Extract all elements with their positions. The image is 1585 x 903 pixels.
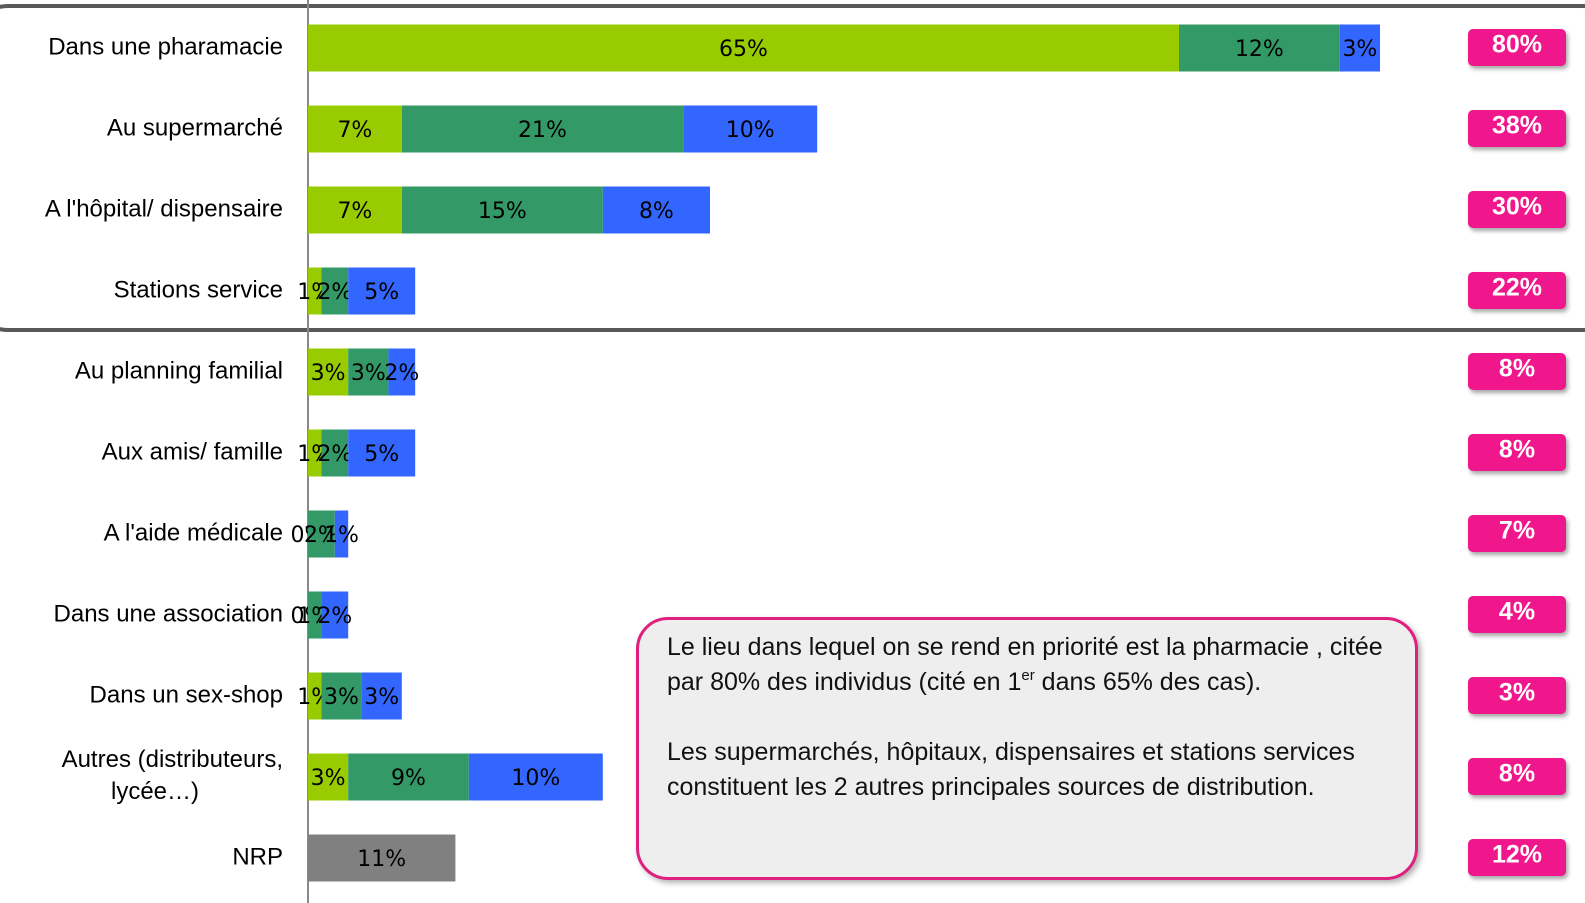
bar-segment xyxy=(308,105,402,153)
bar-label: 3% xyxy=(1342,37,1377,62)
total-badge xyxy=(1468,110,1566,147)
total-label: 8% xyxy=(1499,355,1535,383)
total-badge xyxy=(1468,839,1566,876)
bar-segment xyxy=(308,510,335,558)
bar-segment xyxy=(361,672,402,720)
bar-label: 3% xyxy=(324,685,359,710)
total-badge xyxy=(1468,677,1566,714)
bar-segment xyxy=(683,105,818,153)
category-label: Dans une pharamacie xyxy=(48,33,283,60)
bar-segment xyxy=(401,105,684,153)
category-label: Au supermarché xyxy=(107,114,283,141)
total-badge xyxy=(1468,596,1566,633)
annotation-text: dans 65% des cas). xyxy=(1034,668,1262,696)
total-label: 8% xyxy=(1499,436,1535,464)
total-badge xyxy=(1468,191,1566,228)
bar-label: 2% xyxy=(304,523,339,548)
total-label: 22% xyxy=(1492,274,1542,302)
bar-label: 3% xyxy=(351,361,386,386)
bar-segment xyxy=(1179,24,1340,72)
bar-segment xyxy=(401,186,603,234)
total-label: 12% xyxy=(1492,841,1542,869)
total-badge xyxy=(1468,515,1566,552)
category-label: A l'hôpital/ dispensaire xyxy=(45,195,283,222)
total-label: 8% xyxy=(1499,760,1535,788)
bar-segment xyxy=(468,753,603,801)
bar-segment xyxy=(1339,24,1380,72)
bar-segment xyxy=(321,267,349,315)
bar-label: 2% xyxy=(384,361,419,386)
bar-segment xyxy=(308,348,349,396)
total-badge xyxy=(1468,29,1566,66)
total-label: 7% xyxy=(1499,517,1535,545)
annotation-box: Le lieu dans lequel on se rend en priori… xyxy=(636,617,1418,880)
bar-segment xyxy=(308,186,402,234)
bar-segment xyxy=(321,429,349,477)
bar-segment xyxy=(308,672,322,720)
bar-label: 8% xyxy=(639,199,674,224)
category-label: Dans une association xyxy=(54,600,283,627)
bar-label: 2% xyxy=(317,280,352,305)
bar-label: 10% xyxy=(726,118,775,143)
total-label: 4% xyxy=(1499,598,1535,626)
total-badge xyxy=(1468,434,1566,471)
bar-label: 11% xyxy=(357,847,406,872)
bar-segment xyxy=(308,834,456,882)
bar-segment xyxy=(308,267,322,315)
annotation-text: Le lieu dans lequel on se rend en priori… xyxy=(667,633,1383,696)
total-label: 30% xyxy=(1492,193,1542,221)
bar-label: 7% xyxy=(337,118,372,143)
bar-label: 7% xyxy=(337,199,372,224)
bar-label: 5% xyxy=(364,280,399,305)
bar-segment xyxy=(348,429,416,477)
bar-segment xyxy=(348,753,469,801)
bar-segment xyxy=(321,591,349,639)
bar-label: 65% xyxy=(719,37,768,62)
bar-segment xyxy=(308,753,349,801)
bar-label: 21% xyxy=(518,118,567,143)
bar-label: 10% xyxy=(511,766,560,791)
bar-label: 1% xyxy=(324,523,359,548)
bar-segment xyxy=(308,429,322,477)
category-line: Autres (distributeurs, xyxy=(62,746,283,773)
bar-segment xyxy=(388,348,416,396)
category-label: Autres (distributeurs, lycée…) xyxy=(62,746,283,805)
category-label: Stations service xyxy=(114,276,283,303)
bar-label: 2% xyxy=(317,604,352,629)
total-label: 38% xyxy=(1492,112,1542,140)
annotation-paragraph: Les supermarchés, hôpitaux, dispensaires… xyxy=(667,738,1355,801)
bar-label: 3% xyxy=(364,685,399,710)
category-label: Aux amis/ famille xyxy=(102,438,283,465)
annotation-paragraph: Le lieu dans lequel on se rend en priori… xyxy=(667,630,1395,700)
category-label: A l'aide médicale xyxy=(104,519,283,546)
bar-label: 2% xyxy=(317,442,352,467)
bar-segment xyxy=(308,591,322,639)
bar-segment xyxy=(348,348,389,396)
highlight-frame xyxy=(0,4,1585,332)
category-label: NRP xyxy=(232,843,283,870)
bar-segment xyxy=(321,672,362,720)
bar-label: 12% xyxy=(1235,37,1284,62)
category-line: lycée…) xyxy=(111,778,199,805)
bar-segment xyxy=(602,186,710,234)
total-badge xyxy=(1468,353,1566,390)
total-label: 80% xyxy=(1492,31,1542,59)
category-label: Dans un sex-shop xyxy=(90,681,283,708)
bar-label: 9% xyxy=(391,766,426,791)
total-label: 3% xyxy=(1499,679,1535,707)
total-badge xyxy=(1468,758,1566,795)
total-badge xyxy=(1468,272,1566,309)
bar-segment xyxy=(348,267,416,315)
bar-label: 3% xyxy=(311,766,346,791)
annotation-sup: er xyxy=(1021,667,1035,684)
bar-label: 3% xyxy=(311,361,346,386)
bar-segment xyxy=(334,510,349,558)
bar-segment xyxy=(308,24,1179,72)
bar-label: 5% xyxy=(364,442,399,467)
bar-label: 15% xyxy=(478,199,527,224)
category-label: Au planning familial xyxy=(75,357,283,384)
